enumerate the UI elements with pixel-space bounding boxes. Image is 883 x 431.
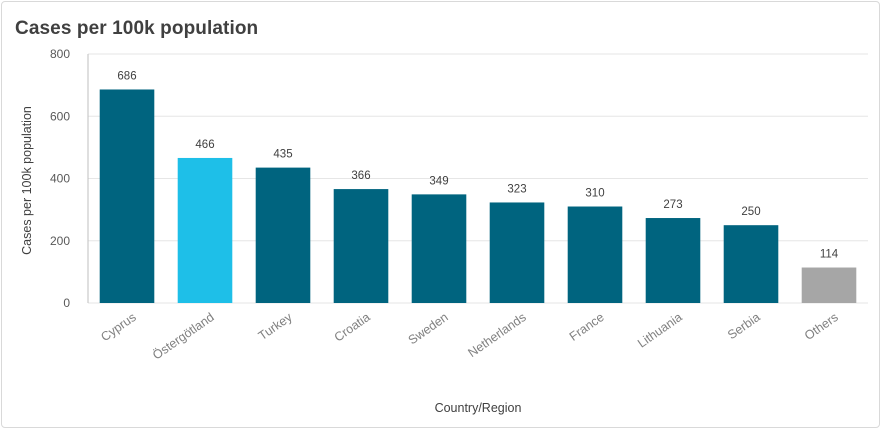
x-axis-title: Country/Region — [435, 401, 522, 415]
x-category-label: Sweden — [406, 310, 451, 347]
bar-france[interactable] — [567, 206, 623, 303]
data-label: 366 — [351, 170, 370, 182]
y-tick-label: 600 — [50, 109, 70, 123]
x-category-label: Turkey — [256, 310, 296, 344]
data-labels: 686 466 435 366 349 323 310 273 250 114 — [117, 70, 838, 260]
x-category-label: Östergötland — [150, 310, 217, 363]
bar-croatia[interactable] — [333, 189, 389, 303]
data-label: 250 — [741, 206, 760, 218]
chart-title: Cases per 100k population — [15, 18, 259, 39]
bar-sweden[interactable] — [411, 194, 467, 303]
x-category-label: Others — [802, 310, 841, 343]
x-category-label: Lithuania — [635, 310, 685, 351]
data-label: 323 — [507, 183, 526, 195]
y-tick-label: 0 — [63, 296, 70, 310]
x-category-label: Serbia — [725, 310, 763, 342]
bars — [99, 89, 857, 303]
y-axis-title: Cases per 100k population — [20, 106, 34, 255]
data-label: 114 — [820, 249, 839, 261]
bar-lithuania[interactable] — [645, 218, 701, 303]
data-label: 349 — [429, 175, 448, 187]
bar-turkey[interactable] — [255, 167, 311, 303]
x-category-label: Croatia — [332, 310, 373, 345]
y-tick-label: 200 — [50, 234, 70, 248]
x-category-label: Netherlands — [465, 310, 528, 360]
x-axis-categories: Cyprus Östergötland Turkey Croatia Sweden Net… — [98, 310, 840, 363]
y-tick-label: 400 — [50, 172, 70, 186]
bar-others[interactable] — [801, 267, 857, 303]
data-label: 466 — [195, 139, 214, 151]
y-tick-label: 800 — [50, 47, 70, 61]
bar-netherlands[interactable] — [489, 202, 545, 303]
data-label: 435 — [273, 149, 292, 161]
x-category-label: France — [567, 310, 607, 344]
bar-cyprus[interactable] — [99, 89, 155, 303]
y-axis-ticks: 0 200 400 600 800 — [50, 47, 70, 310]
data-label: 310 — [585, 188, 604, 200]
bar-östergötland[interactable] — [177, 157, 233, 303]
data-label: 686 — [117, 70, 136, 82]
data-label: 273 — [663, 199, 682, 211]
bar-serbia[interactable] — [723, 225, 779, 303]
x-category-label: Cyprus — [98, 310, 138, 344]
